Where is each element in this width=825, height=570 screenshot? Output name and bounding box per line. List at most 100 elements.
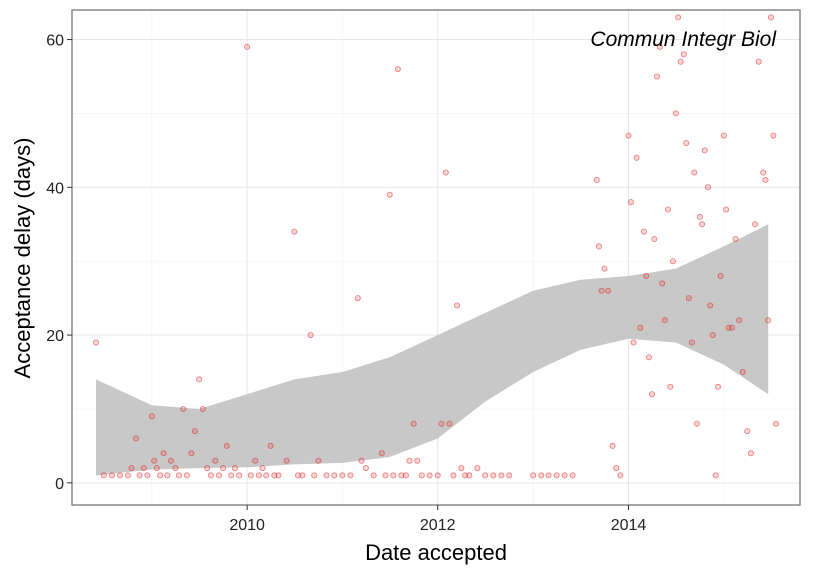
data-point	[204, 465, 211, 472]
data-point	[153, 465, 160, 472]
data-point	[506, 472, 513, 479]
data-point	[707, 302, 714, 309]
data-point	[659, 280, 666, 287]
data-point	[339, 472, 346, 479]
data-point	[418, 472, 425, 479]
data-point	[263, 472, 270, 479]
data-point	[136, 472, 143, 479]
data-point	[382, 472, 389, 479]
data-point	[680, 51, 687, 58]
data-point	[704, 184, 711, 191]
data-point	[386, 191, 393, 198]
data-point	[220, 465, 227, 472]
data-point	[596, 243, 603, 250]
data-point	[362, 465, 369, 472]
data-point	[307, 332, 314, 339]
data-point	[160, 450, 167, 457]
data-point	[677, 58, 684, 65]
data-point	[199, 405, 206, 412]
data-point	[406, 457, 413, 464]
data-point	[390, 472, 397, 479]
data-point	[252, 457, 259, 464]
data-point	[538, 472, 545, 479]
data-point	[715, 383, 722, 390]
data-point	[691, 169, 698, 176]
data-point	[640, 228, 647, 235]
axis-ticks: 0 20 40 60 2010 2012 2014	[46, 33, 646, 534]
data-point	[630, 339, 637, 346]
data-point	[191, 428, 198, 435]
data-point	[128, 465, 135, 472]
data-point	[598, 287, 605, 294]
data-point	[410, 420, 417, 427]
data-point	[398, 472, 405, 479]
data-point	[675, 14, 682, 21]
y-axis-title: Acceptance delay (days)	[10, 138, 35, 379]
data-point	[762, 176, 769, 183]
data-point	[358, 457, 365, 464]
data-point	[739, 368, 746, 375]
data-point	[752, 221, 759, 228]
data-point	[453, 302, 460, 309]
data-point	[108, 472, 115, 479]
data-point	[709, 332, 716, 339]
data-point	[613, 465, 620, 472]
data-point	[458, 465, 465, 472]
data-point	[755, 58, 762, 65]
data-point	[701, 147, 708, 154]
data-point	[196, 376, 203, 383]
data-point	[685, 295, 692, 302]
data-point	[188, 450, 195, 457]
data-point	[446, 420, 453, 427]
data-point	[605, 287, 612, 294]
data-point	[728, 324, 735, 331]
data-point	[482, 472, 489, 479]
data-point	[569, 472, 576, 479]
data-point	[442, 169, 449, 176]
data-point	[736, 317, 743, 324]
data-point	[140, 465, 147, 472]
data-point	[553, 472, 560, 479]
data-point	[654, 73, 661, 80]
x-tick-label: 2012	[420, 517, 456, 534]
data-point	[462, 472, 469, 479]
data-point	[667, 383, 674, 390]
data-point	[717, 272, 724, 279]
data-point	[693, 420, 700, 427]
data-points	[93, 14, 780, 479]
data-point	[561, 472, 568, 479]
data-point	[656, 43, 663, 50]
data-point	[175, 472, 182, 479]
data-point	[247, 472, 254, 479]
data-point	[156, 472, 163, 479]
data-point	[723, 206, 730, 213]
data-point	[747, 450, 754, 457]
data-point	[545, 472, 552, 479]
y-tick-label: 0	[55, 476, 64, 493]
data-point	[215, 472, 222, 479]
data-point	[378, 450, 385, 457]
data-point	[93, 339, 100, 346]
data-point	[331, 472, 338, 479]
y-tick-label: 20	[46, 328, 64, 345]
data-point	[434, 472, 441, 479]
data-point	[664, 206, 671, 213]
data-point	[323, 472, 330, 479]
data-point	[132, 435, 139, 442]
data-point	[617, 472, 624, 479]
data-point	[299, 472, 306, 479]
data-point	[450, 472, 457, 479]
data-point	[627, 199, 634, 206]
data-point	[688, 339, 695, 346]
data-point	[770, 132, 777, 139]
data-point	[283, 457, 290, 464]
data-point	[354, 295, 361, 302]
data-point	[144, 472, 151, 479]
data-point	[720, 132, 727, 139]
data-point	[712, 472, 719, 479]
data-point	[347, 472, 354, 479]
data-point	[765, 317, 772, 324]
data-point	[498, 472, 505, 479]
data-point	[438, 420, 445, 427]
